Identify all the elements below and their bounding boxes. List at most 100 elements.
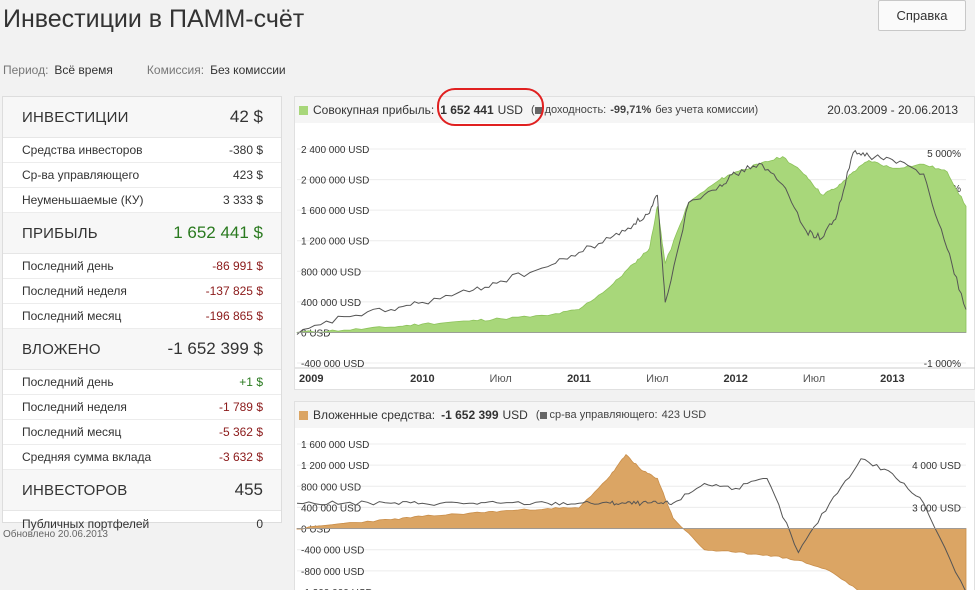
- investments-value: 42 $: [229, 107, 263, 126]
- y-tick-label: -800 000 USD: [301, 567, 364, 578]
- stat-row: Последний день -86 991 $: [3, 254, 281, 279]
- stat-value: -3 632 $: [218, 450, 263, 464]
- stat-label: Публичных портфелей: [22, 516, 150, 531]
- stat-value: -86 991 $: [212, 259, 263, 273]
- invested-headline-unit: USD: [502, 408, 528, 422]
- highlight-circle: [437, 88, 544, 126]
- area-series: [296, 156, 967, 333]
- profit-legend-swatch[interactable]: [299, 105, 308, 115]
- stat-row: Последний месяц -196 865 $: [3, 304, 281, 329]
- y-tick-label: 0 USD: [301, 328, 330, 339]
- y-tick-label: 1 200 000 USD: [301, 461, 369, 472]
- manager-label: ср-ва управляющего:: [549, 409, 658, 421]
- stat-row: Последний неделя -1 789 $: [3, 395, 281, 420]
- stat-row: Неуменьшаемые (КУ) 3 333 $: [3, 188, 281, 213]
- profit-header: ПРИБЫЛЬ 1 652 441 $: [3, 213, 281, 254]
- profit-chart-title: Совокупная прибыль:: [313, 103, 435, 117]
- y-tick-label: 1 600 000 USD: [301, 440, 369, 451]
- invested-chart: Вложенные средства: -1 652 399 USD ( ср-…: [294, 401, 975, 590]
- line-series: [296, 149, 967, 335]
- y2-tick-label: 4 000 USD: [912, 461, 961, 472]
- stat-label: Средняя сумма вклада: [22, 450, 152, 464]
- x-tick-label: Июл: [490, 373, 512, 385]
- commission-selector[interactable]: Без комиссии: [210, 63, 286, 77]
- manager-legend-swatch[interactable]: [539, 411, 547, 419]
- y-tick-label: 800 000 USD: [301, 267, 361, 278]
- line-series: [296, 458, 966, 590]
- invested-title: ВЛОЖЕНО: [22, 340, 101, 358]
- y2-tick-label: 3 000 USD: [912, 504, 961, 515]
- stat-row: Средняя сумма вклада -3 632 $: [3, 445, 281, 470]
- x-tick-label: 2013: [880, 373, 904, 385]
- stat-label: Последний день: [22, 375, 114, 389]
- stat-row: Публичных портфелей 0: [3, 511, 281, 536]
- stat-row: Последний неделя -137 825 $: [3, 279, 281, 304]
- date-range: 20.03.2009 - 20.06.2013: [827, 103, 958, 117]
- y-tick-label: -1 200 000 USD: [301, 588, 373, 590]
- profit-chart: Совокупная прибыль: 1 652 441 USD ( дохо…: [294, 96, 975, 390]
- y2-tick-label: -1 000%: [924, 359, 961, 370]
- profit-value: 1 652 441 $: [173, 223, 263, 242]
- y-tick-label: 400 000 USD: [301, 503, 361, 514]
- page-title: Инвестиции в ПАММ-счёт: [3, 5, 305, 33]
- stat-label: Средства инвесторов: [22, 143, 143, 157]
- y-tick-label: -400 000 USD: [301, 546, 364, 557]
- manager-paren: (: [535, 409, 540, 421]
- x-tick-label: Июл: [646, 373, 668, 385]
- invested-legend-swatch[interactable]: [299, 410, 308, 420]
- stat-label: Последний месяц: [22, 309, 122, 323]
- x-tick-label: 2009: [299, 373, 323, 385]
- stat-value: -380 $: [228, 143, 263, 157]
- y-tick-label: 400 000 USD: [301, 298, 361, 309]
- stat-value: -1 789 $: [218, 400, 263, 414]
- y-tick-label: -400 000 USD: [301, 359, 364, 370]
- x-tick-label: 2010: [410, 373, 434, 385]
- stat-value: +1 $: [239, 375, 263, 389]
- period-label: Период:: [3, 63, 49, 77]
- y-tick-label: 800 000 USD: [301, 482, 361, 493]
- investors-value: 455: [234, 480, 263, 499]
- updated-note: Обновлено 20.06.2013: [3, 529, 108, 540]
- y-tick-label: 1 200 000 USD: [301, 237, 369, 248]
- yield-label: доходность:: [544, 104, 607, 116]
- y-tick-label: 1 600 000 USD: [301, 206, 369, 217]
- investors-header: ИНВЕСТОРОВ 455: [3, 470, 281, 511]
- stat-row: Средства инвесторов -380 $: [3, 138, 281, 163]
- investments-header: ИНВЕСТИЦИИ 42 $: [3, 97, 281, 138]
- y-tick-label: 2 400 000 USD: [301, 145, 369, 156]
- stat-value: 423 $: [232, 168, 263, 182]
- investments-title: ИНВЕСТИЦИИ: [22, 108, 129, 126]
- stat-label: Последний месяц: [22, 425, 122, 439]
- stats-panel: ИНВЕСТИЦИИ 42 $ Средства инвесторов -380 …: [2, 96, 282, 531]
- stat-value: -137 825 $: [205, 284, 263, 298]
- stat-label: Последний неделя: [22, 284, 127, 298]
- stat-label: Ср-ва управляющего: [22, 168, 140, 182]
- stat-row: Последний месяц -5 362 $: [3, 420, 281, 445]
- stat-label: Последний неделя: [22, 400, 127, 414]
- stat-value: -5 362 $: [218, 425, 263, 439]
- invested-chart-header: Вложенные средства: -1 652 399 USD ( ср-…: [295, 402, 974, 428]
- stat-value: 3 333 $: [222, 193, 263, 207]
- invested-chart-svg: 1 600 000 USD 1 200 000 USD 800 000 USD 400…: [296, 440, 967, 590]
- y-tick-label: 2 000 000 USD: [301, 176, 369, 187]
- profit-headline-unit: USD: [497, 103, 523, 117]
- commission-label: Комиссия:: [146, 63, 205, 77]
- y-tick-label: 0 USD: [301, 525, 330, 536]
- invested-header: ВЛОЖЕНО -1 652 399 $: [3, 329, 281, 370]
- filters-bar: Период: Всё время Комиссия: Без комиссии: [3, 63, 314, 77]
- yield-note: без учета комиссии): [655, 104, 759, 116]
- profit-chart-svg: 2 400 000 USD 2 000 000 USD 1 600 000 USD 1…: [295, 145, 975, 385]
- area-series: [296, 454, 967, 590]
- investors-title: ИНВЕСТОРОВ: [22, 481, 128, 499]
- help-button[interactable]: Справка: [878, 0, 966, 31]
- manager-value: 423 USD: [661, 409, 707, 421]
- x-tick-label: 2012: [723, 373, 747, 385]
- x-tick-label: 2011: [567, 373, 591, 385]
- period-selector[interactable]: Всё время: [54, 63, 113, 77]
- stat-label: Последний день: [22, 259, 114, 273]
- profit-title: ПРИБЫЛЬ: [22, 224, 98, 242]
- profit-chart-header: Совокупная прибыль: 1 652 441 USD ( дохо…: [295, 97, 974, 123]
- stat-row: Ср-ва управляющего 423 $: [3, 163, 281, 188]
- x-tick-label: Июл: [803, 373, 825, 385]
- stat-value: 0: [256, 516, 263, 531]
